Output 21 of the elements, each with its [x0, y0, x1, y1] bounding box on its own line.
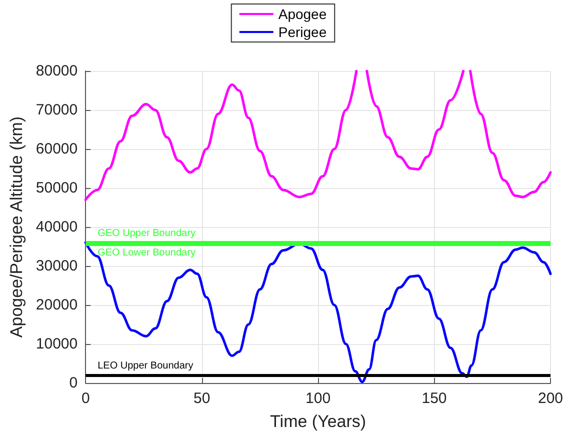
ref-line-label: GEO Lower Boundary	[98, 248, 196, 259]
x-tick-label: 200	[538, 390, 563, 407]
legend-label: Perigee	[278, 24, 327, 40]
x-tick-label: 0	[81, 390, 90, 407]
y-axis-title: Apogee/Perigee Altitude (km)	[7, 116, 26, 338]
ref-line-label: LEO Upper Boundary	[98, 360, 194, 372]
y-tick-label: 30000	[36, 258, 78, 274]
ref-line-label: GEO Upper Boundary	[98, 228, 196, 240]
y-tick-label: 10000	[36, 336, 78, 352]
legend-label: Apogee	[278, 6, 327, 22]
y-tick-label: 60000	[36, 140, 78, 158]
y-tick-label: 0	[69, 374, 78, 392]
y-tick-label: 20000	[36, 296, 78, 314]
x-tick-label: 150	[422, 390, 447, 407]
x-tick-label: 50	[193, 390, 210, 407]
y-tick-label: 40000	[36, 218, 78, 236]
y-tick-label: 50000	[36, 180, 78, 196]
x-axis-title: Time (Years)	[270, 412, 366, 431]
x-tick-label: 100	[306, 390, 331, 407]
y-tick-label: 80000	[36, 62, 78, 80]
y-tick-label: 70000	[36, 102, 78, 118]
